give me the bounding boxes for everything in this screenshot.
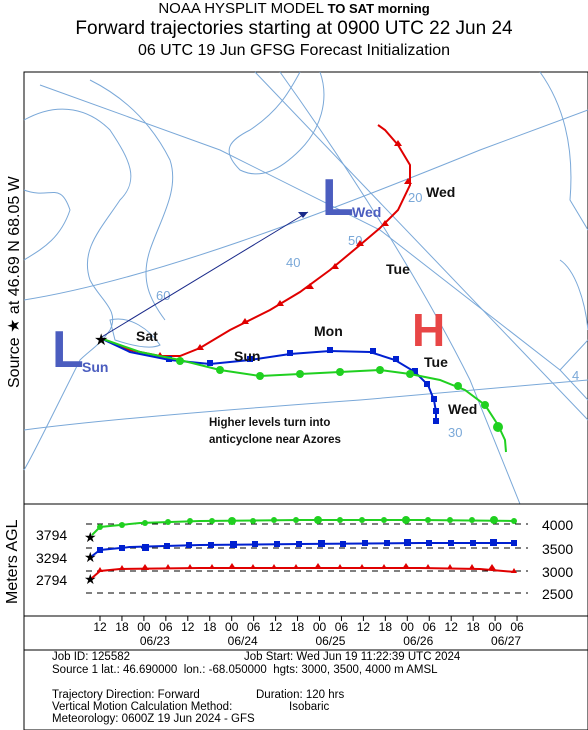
height-line-blue (91, 539, 517, 557)
height-line-green (91, 516, 517, 536)
svg-text:L: L (52, 321, 84, 379)
job-id: Job ID: 125582 (52, 651, 131, 663)
hour-tick-label: 12 (357, 620, 371, 634)
day-label: Tue (386, 261, 410, 277)
date-tick-label: 06/25 (315, 634, 345, 648)
title-line-2: Forward trajectories starting at 0900 UT… (75, 18, 513, 39)
date-tick-label: 06/26 (403, 634, 433, 648)
start-star-icon: ★ (84, 571, 97, 587)
svg-text:H: H (412, 304, 445, 356)
lat-label: 30 (448, 425, 462, 440)
day-label: Tue (424, 354, 448, 370)
height-tick: 3500 (542, 541, 573, 557)
svg-text:anticyclone near Azores: anticyclone near Azores (209, 434, 341, 446)
start-height: 3794 (36, 527, 67, 543)
hour-tick-label: 12 (445, 620, 459, 634)
hour-tick-label: 00 (313, 620, 327, 634)
day-label: Wed (448, 401, 477, 417)
hour-ticks: 12 18 00 06 12 18 00 06 12 18 00 06 12 18 00 06 12 18 00 06 (93, 616, 524, 634)
day-label: Wed (426, 184, 455, 200)
duration: Duration: 120 hrs (256, 689, 345, 701)
trajectory-green-markers (176, 357, 503, 432)
hour-tick-label: 00 (225, 620, 239, 634)
svg-text:Sun: Sun (82, 359, 108, 375)
title-line-3: 06 UTC 19 Jun GFSG Forecast Initializati… (137, 42, 451, 59)
height-tick: 4000 (542, 517, 573, 533)
lat-label: 20 (408, 190, 422, 205)
trajectory-red-markers (156, 140, 412, 358)
low-pressure-wed: L Wed (322, 169, 381, 227)
hour-tick-label: 06 (423, 620, 437, 634)
day-label: Mon (314, 323, 343, 339)
high-pressure: H (412, 304, 445, 356)
start-height: 2794 (36, 572, 67, 588)
start-height: 3294 (36, 550, 67, 566)
hour-tick-label: 06 (510, 620, 524, 634)
date-ticks: 06/23 06/24 06/25 06/26 06/27 (140, 634, 522, 648)
source-info: Source 1 lat.: 46.690000 lon.: -68.05000… (52, 664, 438, 676)
hour-tick-label: 06 (335, 620, 349, 634)
lat-label: 40 (286, 255, 300, 270)
day-label: Sat (136, 328, 158, 344)
hour-tick-label: 00 (401, 620, 415, 634)
trajectory-red (99, 124, 411, 357)
svg-text:L: L (322, 169, 354, 227)
date-tick-label: 06/23 (140, 634, 170, 648)
title-note: TO SAT morning (327, 1, 430, 16)
hour-tick-label: 18 (379, 620, 393, 634)
hour-tick-label: 00 (137, 620, 151, 634)
hour-tick-label: 12 (181, 620, 195, 634)
hour-tick-label: 12 (269, 620, 283, 634)
source-star-icon: ★ (94, 332, 108, 349)
trajectory-blue (99, 337, 437, 422)
annotation: Higher levels turn into anticyclone near… (209, 417, 341, 446)
vertical-motion-value: Isobaric (289, 701, 330, 713)
job-start: Job Start: Wed Jun 19 11:22:39 UTC 2024 (244, 651, 461, 663)
hour-tick-label: 18 (466, 620, 480, 634)
day-label: Sun (234, 348, 260, 364)
title-line-1: NOAA HYSPLIT MODEL TO SAT morning (0, 0, 588, 17)
svg-text:Higher levels turn into: Higher levels turn into (209, 417, 330, 429)
vertical-motion-label: Vertical Motion Calculation Method: (52, 701, 233, 713)
low-pressure-sun: L Sun (52, 321, 108, 379)
trajectory-direction: Trajectory Direction: Forward (52, 689, 200, 701)
date-tick-label: 06/27 (491, 634, 521, 648)
lat-label: 60 (156, 288, 170, 303)
hour-tick-label: 18 (115, 620, 129, 634)
hour-tick-label: 06 (159, 620, 173, 634)
svg-text:Wed: Wed (352, 204, 381, 220)
hour-tick-label: 00 (488, 620, 502, 634)
trajectory-blue-markers (166, 347, 439, 424)
height-chart-gridlines (86, 523, 528, 594)
start-star-icon: ★ (84, 549, 97, 565)
hour-tick-label: 18 (203, 620, 217, 634)
meteorology: Meteorology: 0600Z 19 Jun 2024 - GFS (52, 713, 255, 725)
date-tick-label: 06/24 (228, 634, 258, 648)
hour-tick-label: 18 (291, 620, 305, 634)
storm-track-arrow (99, 211, 309, 339)
graticule (23, 71, 588, 505)
footer-frame (23, 649, 588, 730)
lon-label: 4 (572, 368, 579, 383)
hour-tick-label: 12 (93, 620, 107, 634)
height-tick: 2500 (542, 586, 573, 602)
model-name: NOAA HYSPLIT MODEL (158, 0, 324, 17)
height-tick: 3000 (542, 564, 573, 580)
height-line-red (91, 563, 517, 579)
hour-tick-label: 06 (247, 620, 261, 634)
coastline (23, 71, 588, 471)
